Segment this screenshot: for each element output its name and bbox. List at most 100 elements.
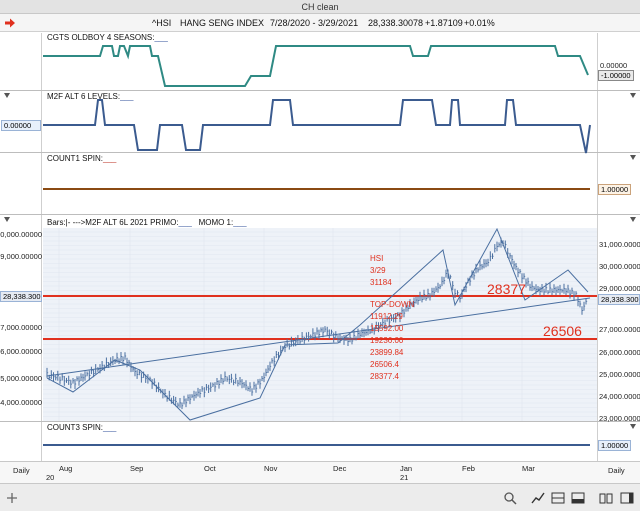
count3-value-box: 1.00000 [598, 440, 632, 451]
seasons-value-box: -1.00000 [598, 70, 634, 81]
price-axis-label: 27,000.00000 [599, 325, 640, 334]
price-axis-label: 29,000.00000 [0, 252, 42, 261]
levels-line [43, 99, 591, 154]
interval-selector-right[interactable]: Daily [608, 466, 625, 475]
level-label-low: 26506 [543, 323, 582, 339]
symbol-name: HANG SENG INDEX [180, 18, 265, 28]
price-axis-label: 31,000.00000 [599, 240, 640, 249]
price-axis-label: 23,000.00000 [599, 414, 640, 423]
month-label: Feb [462, 464, 475, 473]
hsi-annotation: HSI 3/29 31184 [370, 253, 392, 289]
collapse-triangle-icon[interactable] [630, 424, 636, 429]
month-label: Mar [522, 464, 535, 473]
topdown-line: 26506.4 [370, 360, 399, 369]
panel-label-blank: ___ [103, 423, 117, 432]
last-price-box-left: 28,338.30078 [0, 291, 42, 302]
panel-label-blank: ___ [178, 218, 192, 227]
price-axis-label: 29,000.00000 [599, 284, 640, 293]
price-change: +1.87109 [425, 18, 463, 28]
search-icon[interactable] [503, 491, 517, 505]
main-grid [43, 228, 597, 421]
add-icon[interactable] [5, 491, 19, 505]
arrow-right-icon[interactable] [4, 18, 16, 28]
topdown-line: 11912.29 [370, 312, 403, 321]
collapse-triangle-icon[interactable] [630, 93, 636, 98]
collapse-triangle-icon[interactable] [630, 217, 636, 222]
month-label: Nov [264, 464, 278, 473]
panel-divider[interactable] [0, 214, 640, 215]
hsi-annotation-line: 3/29 [370, 266, 386, 275]
hsi-annotation-line: HSI [370, 254, 384, 263]
panel-label-blank: ___ [154, 33, 168, 42]
main-panel-background [43, 228, 597, 421]
price-axis-label: 25,000.00000 [0, 374, 42, 383]
book-icon[interactable] [599, 491, 613, 505]
panels-icon[interactable] [551, 491, 565, 505]
panel-label-text: M2F ALT 6 LEVELS: [47, 92, 121, 101]
topdown-line: 19236.00 [370, 336, 404, 345]
panel-label-blank: ___ [233, 218, 247, 227]
price-axis-label: 25,000.00000 [599, 370, 640, 379]
right-price-gutter [597, 33, 640, 461]
panel-label-blank: ___ [103, 154, 117, 163]
price-axis-label: 27,000.00000 [0, 323, 42, 332]
topdown-line: 23899.84 [370, 348, 404, 357]
panel-divider[interactable] [0, 421, 640, 422]
month-label: Jan [400, 464, 413, 473]
last-price-box-right: 28,338.30078 [598, 294, 640, 305]
date-range[interactable]: 7/28/2020 - 3/29/2021 [270, 18, 359, 28]
topdown-line: 28377.4 [370, 372, 399, 381]
price-axis-label: 24,000.00000 [0, 398, 42, 407]
year-label: 21 [400, 473, 409, 482]
sidebar-icon[interactable] [620, 491, 634, 505]
panel-label-main: Bars:|- --->M2F ALT 6L 2021 PRIMO:___ MO… [47, 218, 247, 227]
panel-label-text: MOMO 1: [198, 218, 234, 227]
price-axis-label: 30,000.00000 [599, 262, 640, 271]
level-label-high: 28377 [487, 281, 526, 297]
panel-label-blank: ___ [120, 92, 134, 101]
last-price: 28,338.30078 [368, 18, 424, 28]
month-label: Dec [333, 464, 347, 473]
price-axis-label: 26,000.00000 [599, 348, 640, 357]
line-chart-icon[interactable] [531, 491, 545, 505]
seasons-axis-label: 0.00000 [600, 61, 628, 70]
symbol-toolbar: ^HSI HANG SENG INDEX 7/28/2020 - 3/29/20… [0, 14, 640, 32]
panel-divider[interactable] [0, 152, 640, 153]
time-axis[interactable]: Daily Daily Aug Sep Oct Nov Dec Jan Feb … [0, 461, 640, 483]
year-label: 20 [46, 473, 55, 482]
interval-selector-left[interactable]: Daily [13, 466, 30, 475]
hsi-annotation-line: 31184 [370, 278, 392, 287]
panel-label-seasons: CGTS OLDBOY 4 SEASONS:___ [47, 33, 168, 42]
count1-value-box: 1.00000 [598, 184, 632, 195]
panel-label-count1: COUNT1 SPIN:___ [47, 154, 116, 163]
collapse-triangle-icon[interactable] [630, 155, 636, 160]
panel-label-text: Bars:|- --->M2F ALT 6L 2021 PRIMO: [47, 218, 179, 227]
panel-label-count3: COUNT3 SPIN:___ [47, 423, 116, 432]
symbol-ticker[interactable]: ^HSI [152, 18, 172, 28]
collapse-triangle-icon[interactable] [4, 93, 10, 98]
topdown-annotation: TOP-DOWN 11912.29 15592.00 19236.00 2389… [370, 299, 414, 383]
panel-label-levels: M2F ALT 6 LEVELS:___ [47, 92, 133, 101]
layout-icon[interactable] [571, 491, 585, 505]
seasons-line [43, 45, 589, 87]
levels-value-box: 0.00000 [1, 120, 41, 131]
panel-label-text: COUNT1 SPIN: [47, 154, 104, 163]
panel-label-text: COUNT3 SPIN: [47, 423, 104, 432]
topdown-line: 15592.00 [370, 324, 404, 333]
price-axis-label: 30,000.00000 [0, 230, 42, 239]
month-label: Aug [59, 464, 73, 473]
window-title: CH clean [0, 0, 640, 14]
panel-label-text: CGTS OLDBOY 4 SEASONS: [47, 33, 155, 42]
price-axis-label: 26,000.00000 [0, 347, 42, 356]
collapse-triangle-icon[interactable] [4, 217, 10, 222]
left-price-gutter [0, 33, 42, 461]
price-change-pct: +0.01% [464, 18, 495, 28]
month-label: Sep [130, 464, 144, 473]
price-axis-label: 24,000.00000 [599, 392, 640, 401]
panel-divider[interactable] [0, 90, 640, 91]
month-label: Oct [204, 464, 216, 473]
price-bars [46, 237, 588, 410]
topdown-line: TOP-DOWN [370, 300, 415, 309]
bottom-toolbar [0, 483, 640, 511]
